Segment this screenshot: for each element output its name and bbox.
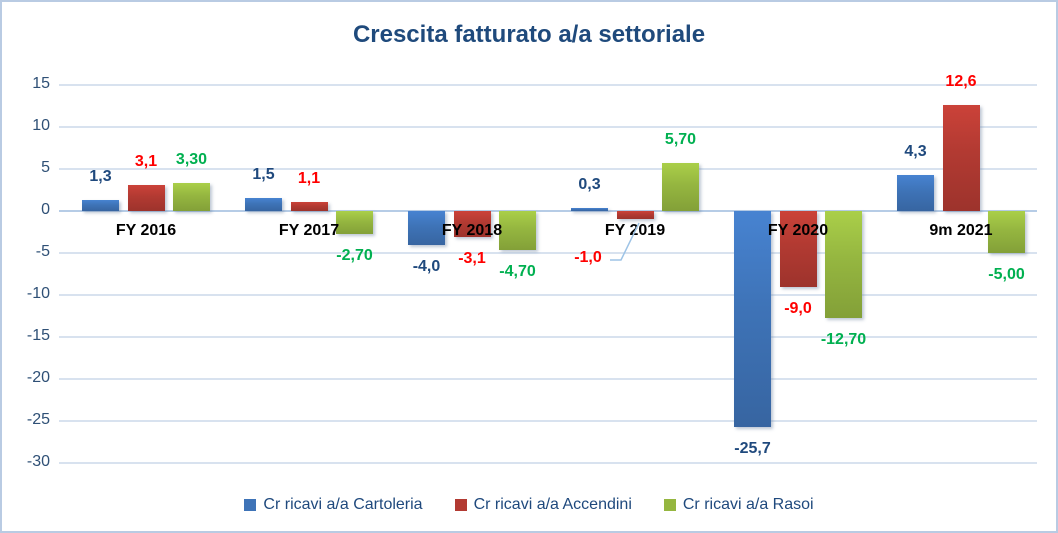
legend-swatch-cartoleria — [244, 499, 257, 511]
legend: Cr ricavi a/a Cartoleria Cr ricavi a/a Ac… — [2, 496, 1056, 514]
legend-swatch-accendini — [454, 499, 467, 511]
bar-accendini-fy2016 — [127, 184, 165, 211]
data-label-cartoleria-fy2018: -4,0 — [412, 257, 441, 275]
data-label-cartoleria-fy2019: 0,3 — [578, 176, 601, 194]
data-label-rasoi-fy2019: 5,70 — [664, 131, 697, 149]
y-axis-tick-label: -25 — [26, 411, 50, 428]
data-label-accendini-fy2019: -1,0 — [574, 249, 602, 266]
data-label-accendini-fy2016: 3,1 — [134, 152, 158, 170]
bar-cartoleria-9m2021 — [897, 174, 934, 211]
y-axis-tick-label: -30 — [26, 453, 50, 470]
category-label: FY 2017 — [278, 222, 340, 239]
bar-accendini-9m2021 — [942, 105, 980, 211]
gridline — [59, 168, 1037, 170]
y-axis-tick-label: 15 — [32, 75, 50, 92]
y-axis-tick-label: 5 — [41, 159, 50, 176]
data-label-cartoleria-fy2017: 1,5 — [252, 166, 275, 184]
bar-accendini-fy2017 — [290, 201, 328, 211]
gridline — [59, 126, 1037, 128]
data-label-accendini-fy2017: 1,1 — [297, 169, 321, 187]
gridline — [59, 84, 1037, 86]
legend-label-cartoleria: Cr ricavi a/a Cartoleria — [263, 496, 423, 513]
category-label: FY 2016 — [115, 222, 177, 239]
chart-title: Crescita fatturato a/a settoriale — [352, 21, 706, 48]
y-axis-tick-label: -20 — [26, 369, 50, 386]
data-label-rasoi-fy2017: -2,70 — [336, 246, 373, 264]
legend-item-rasoi: Cr ricavi a/a Rasoi — [663, 496, 814, 514]
bar-rasoi-fy2017 — [336, 211, 373, 234]
bar-cartoleria-fy2018 — [408, 211, 445, 245]
bar-cartoleria-fy2020 — [734, 211, 771, 427]
bar-cartoleria-fy2019 — [571, 208, 608, 211]
legend-label-rasoi: Cr ricavi a/a Rasoi — [682, 496, 814, 513]
data-label-rasoi-fy2016: 3,30 — [175, 151, 208, 169]
gridline — [59, 462, 1037, 464]
bar-rasoi-fy2018 — [499, 211, 536, 251]
legend-label-accendini: Cr ricavi a/a Accendini — [473, 496, 632, 513]
y-axis-tick-label: -10 — [26, 285, 50, 302]
bar-rasoi-fy2019 — [662, 163, 699, 211]
bar-cartoleria-fy2016 — [82, 200, 119, 211]
bar-accendini-fy2020 — [779, 211, 817, 287]
bar-rasoi-fy2020 — [825, 211, 862, 318]
data-label-rasoi-fy2018: -4,70 — [499, 263, 536, 281]
gridline — [59, 336, 1037, 338]
data-label-cartoleria-fy2016: 1,3 — [89, 168, 112, 186]
y-axis-tick-label: -15 — [26, 327, 50, 344]
data-label-accendini-fy2018: -3,1 — [458, 250, 486, 268]
gridline — [59, 420, 1037, 422]
data-label-cartoleria-fy2020: -25,7 — [734, 439, 771, 457]
bar-accendini-fy2019 — [616, 211, 654, 220]
y-axis-tick-label: 10 — [32, 117, 50, 134]
category-label: FY 2020 — [767, 222, 829, 239]
data-label-accendini-fy2020: -9,0 — [784, 299, 812, 317]
data-label-rasoi-fy2020: -12,70 — [820, 330, 867, 348]
data-label-accendini-9m2021: 12,6 — [945, 73, 977, 91]
bar-accendini-fy2018 — [453, 211, 491, 238]
category-label: FY 2019 — [604, 222, 666, 239]
data-label-cartoleria-9m2021: 4,3 — [904, 142, 927, 160]
y-axis-tick-label: 0 — [41, 201, 50, 218]
legend-item-cartoleria: Cr ricavi a/a Cartoleria — [244, 496, 423, 514]
gridline — [59, 252, 1037, 254]
data-label-rasoi-9m2021: -5,00 — [988, 266, 1025, 283]
gridline — [59, 378, 1037, 380]
y-axis-tick-label: -5 — [35, 243, 50, 260]
gridline — [59, 294, 1037, 296]
legend-swatch-rasoi — [663, 499, 676, 511]
bar-cartoleria-fy2017 — [245, 198, 282, 211]
bar-rasoi-9m2021 — [988, 211, 1025, 253]
bar-rasoi-fy2016 — [173, 183, 210, 211]
category-label: 9m 2021 — [929, 222, 993, 239]
x-axis-line — [59, 210, 1037, 212]
category-label: FY 2018 — [441, 222, 503, 239]
legend-item-accendini: Cr ricavi a/a Accendini — [454, 496, 632, 514]
